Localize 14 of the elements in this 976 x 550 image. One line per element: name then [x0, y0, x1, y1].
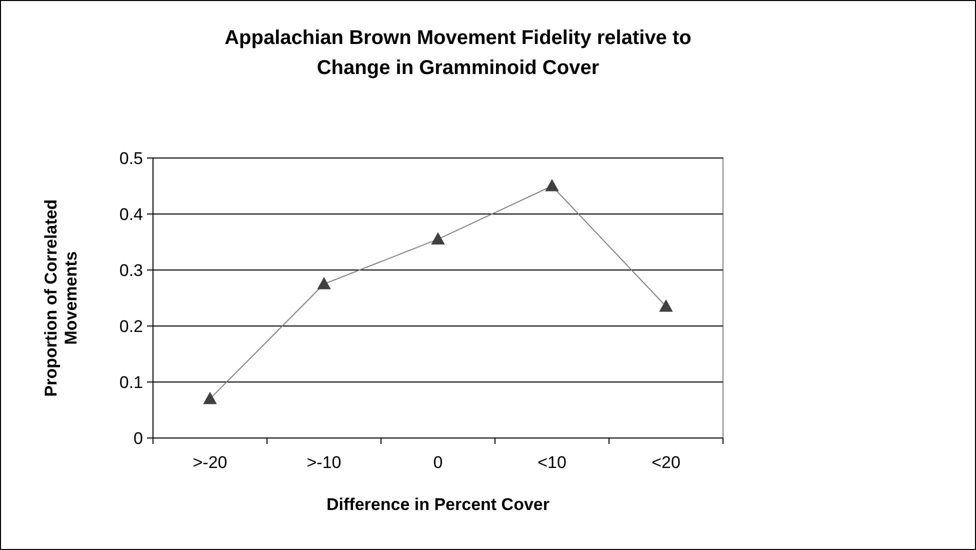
x-tick-label: >-10 [306, 453, 342, 472]
y-tick-label: 0.2 [119, 316, 143, 336]
x-axis-title: Difference in Percent Cover [326, 495, 550, 514]
y-tick-label: 0 [134, 428, 143, 448]
x-tick-label: <20 [652, 453, 680, 472]
y-tick-label: 0.1 [119, 372, 143, 392]
x-tick-label: 0 [433, 453, 443, 472]
y-tick-label: 0.3 [119, 260, 143, 280]
x-tick-label: >-20 [192, 453, 228, 472]
y-axis-title: Proportion of Correlated Movements [41, 199, 81, 397]
x-tick-label: <10 [538, 453, 566, 472]
y-tick-label: 0.5 [119, 148, 143, 168]
y-tick-label: 0.4 [119, 204, 143, 224]
chart-title: Appalachian Brown Movement Fidelity relative to Change in Gramminoid Cover [224, 27, 692, 79]
